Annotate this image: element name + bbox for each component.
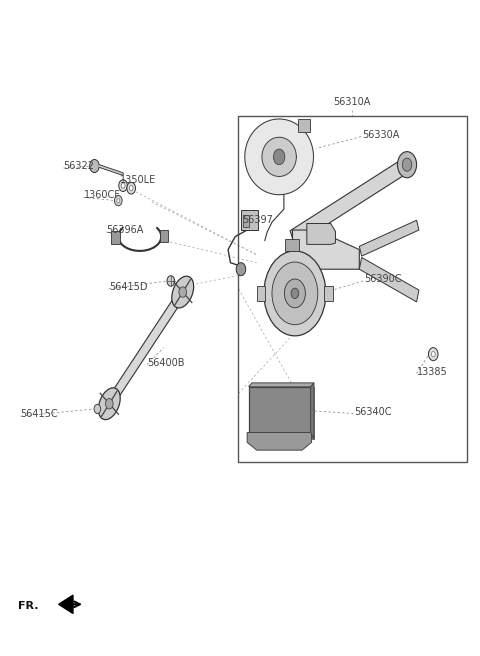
Bar — [243, 215, 249, 227]
FancyBboxPatch shape — [252, 387, 314, 439]
Bar — [324, 285, 333, 301]
Text: 56400B: 56400B — [147, 358, 184, 367]
Circle shape — [284, 279, 305, 308]
Circle shape — [117, 199, 120, 203]
Polygon shape — [307, 224, 336, 245]
Ellipse shape — [172, 276, 193, 308]
Bar — [298, 119, 310, 132]
Text: 1350LE: 1350LE — [120, 174, 156, 185]
Bar — [257, 285, 265, 301]
Circle shape — [274, 149, 285, 165]
Circle shape — [119, 180, 127, 192]
Circle shape — [127, 182, 135, 194]
Text: 56396A: 56396A — [107, 225, 144, 235]
Text: FR.: FR. — [18, 601, 38, 611]
Polygon shape — [245, 119, 313, 195]
Text: 1360CF: 1360CF — [84, 190, 120, 200]
Bar — [241, 211, 258, 230]
Circle shape — [179, 287, 187, 297]
Polygon shape — [292, 230, 360, 269]
Circle shape — [291, 288, 299, 298]
Circle shape — [167, 276, 175, 286]
Bar — [285, 239, 299, 251]
Polygon shape — [311, 383, 314, 439]
Polygon shape — [247, 432, 312, 450]
Circle shape — [106, 398, 113, 409]
Circle shape — [121, 183, 125, 188]
Circle shape — [272, 262, 318, 325]
Bar — [111, 232, 120, 245]
Circle shape — [402, 158, 412, 171]
Circle shape — [397, 152, 417, 178]
Text: 56415D: 56415D — [109, 282, 147, 292]
Ellipse shape — [98, 388, 120, 420]
Circle shape — [94, 404, 101, 413]
Polygon shape — [360, 257, 419, 302]
Circle shape — [264, 251, 326, 336]
Circle shape — [236, 262, 246, 276]
Circle shape — [429, 348, 438, 361]
Text: 56340C: 56340C — [355, 407, 392, 417]
Text: 13385: 13385 — [417, 367, 447, 377]
Text: 56310A: 56310A — [334, 97, 371, 107]
Text: 56390C: 56390C — [364, 274, 402, 284]
Polygon shape — [360, 220, 419, 256]
Circle shape — [129, 186, 133, 191]
FancyBboxPatch shape — [249, 387, 311, 432]
Circle shape — [432, 352, 435, 357]
Polygon shape — [107, 289, 186, 407]
Polygon shape — [262, 137, 296, 176]
Polygon shape — [249, 383, 314, 387]
Polygon shape — [290, 157, 409, 245]
Circle shape — [115, 195, 122, 206]
Text: 56397: 56397 — [242, 215, 273, 225]
Polygon shape — [59, 595, 73, 613]
Bar — [160, 230, 168, 242]
Text: 56322: 56322 — [63, 161, 95, 171]
Circle shape — [90, 159, 99, 173]
Text: 56415C: 56415C — [21, 409, 58, 419]
Text: 56330A: 56330A — [362, 131, 399, 140]
